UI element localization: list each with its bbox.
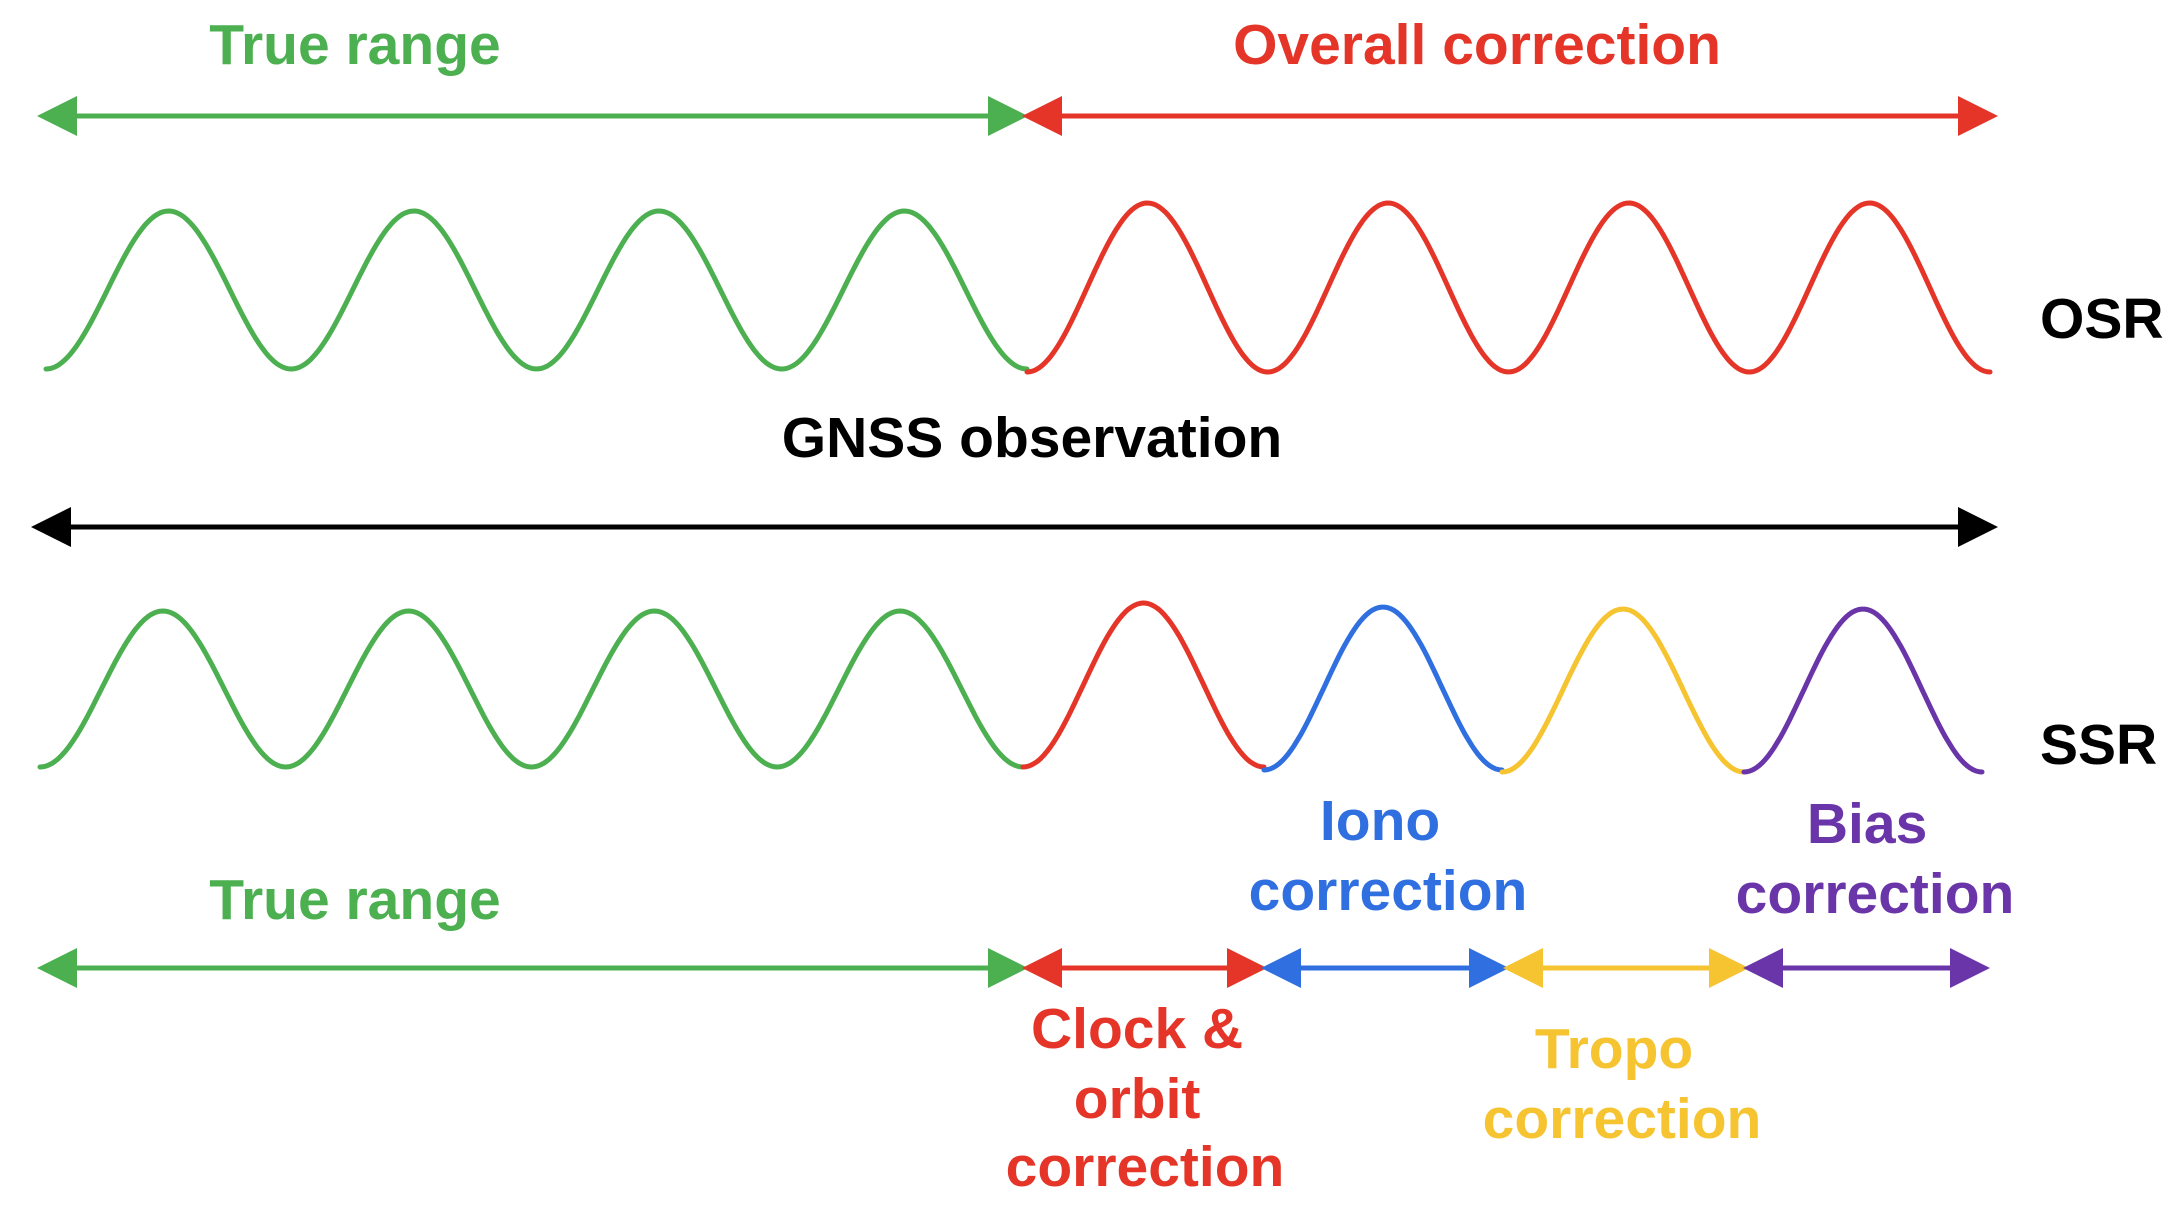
iono-correction-label: Iono correction: [1249, 789, 1528, 923]
bottom-true-range-label: True range: [209, 868, 500, 932]
clock-orbit-label-line-2: orbit: [1074, 1067, 1201, 1131]
ssr-tropo-wave: [1499, 606, 1747, 775]
tropo-label-line-2: correction: [1483, 1087, 1762, 1151]
iono-label-line-2: correction: [1249, 859, 1528, 923]
top-true-range-label: True range: [209, 13, 500, 77]
clock-orbit-correction-label: Clock & orbit correction: [1006, 997, 1285, 1199]
ssr-clock-orbit-wave: [1020, 600, 1267, 770]
clock-orbit-label-line-3: correction: [1006, 1135, 1285, 1199]
bias-correction-label: Bias correction: [1736, 792, 2015, 926]
ssr-iono-wave: [1261, 604, 1505, 773]
tropo-correction-label: Tropo correction: [1483, 1017, 1762, 1151]
ssr-true-range-wave: [37, 608, 1026, 770]
clock-orbit-label-line-1: Clock &: [1031, 997, 1243, 1061]
ssr-row-label: SSR: [2040, 713, 2157, 777]
bias-label-line-2: correction: [1736, 862, 2015, 926]
gnss-observation-label: GNSS observation: [782, 406, 1282, 470]
osr-true-range-wave: [43, 208, 1030, 372]
osr-overall-correction-wave: [1024, 200, 1993, 375]
osr-row-label: OSR: [2040, 287, 2164, 351]
overall-correction-label: Overall correction: [1233, 13, 1721, 77]
bias-label-line-1: Bias: [1807, 792, 1927, 856]
tropo-label-line-1: Tropo: [1535, 1017, 1693, 1081]
iono-label-line-1: Iono: [1320, 789, 1440, 853]
ssr-bias-wave: [1741, 606, 1985, 775]
